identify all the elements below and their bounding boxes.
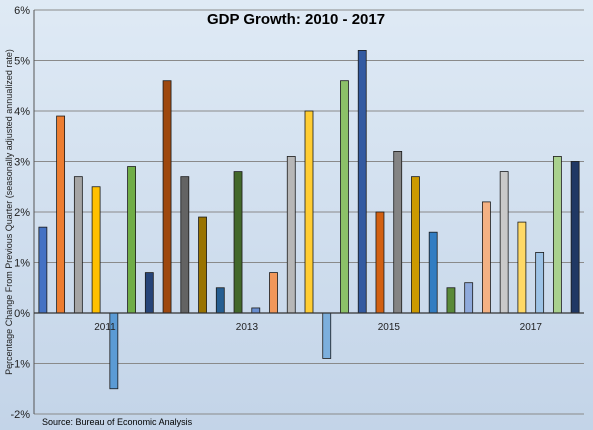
bar [411,176,420,314]
bar [446,287,456,314]
x-year-label: 2011 [94,322,116,333]
y-tick-label: -1% [10,359,30,371]
bar [162,80,172,314]
bar [340,80,349,314]
x-year-label: 2017 [520,322,543,333]
bar [233,171,243,314]
bar [73,176,83,314]
bar [198,216,207,314]
y-tick-label: 5% [14,56,30,68]
bar [570,161,580,314]
x-year-label: 2013 [236,322,259,333]
y-tick-label: -2% [10,409,30,421]
bar [375,211,385,314]
bar [517,221,527,314]
bar [393,150,403,314]
source-note: Source: Bureau of Economic Analysis [42,417,193,427]
bar [428,231,438,314]
y-tick-label: 1% [14,258,30,270]
y-tick-label: 2% [14,207,30,219]
bar [322,312,332,359]
bar [215,287,225,314]
bar [464,282,474,314]
bar [127,166,136,314]
chart-title: GDP Growth: 2010 - 2017 [207,11,385,28]
bar [56,115,66,314]
bar [535,251,545,314]
axes: -2% -1% 0% 1% 2% 3% 4% 5% 6% 2011 2013 2015 2017 [10,5,584,421]
bars [38,50,580,390]
y-tick-label: 4% [14,106,30,118]
bar [552,156,562,314]
bar [251,307,261,314]
bar [286,156,296,314]
bar [144,272,154,314]
bar [38,226,48,314]
bar [91,186,101,314]
bar [269,272,278,314]
y-tick-label: 3% [14,157,30,169]
bar [304,110,314,314]
bar [499,171,509,314]
y-axis-title: Percentage Change From Previous Quarter … [4,49,14,375]
bar [357,50,367,314]
x-year-label: 2015 [378,322,401,333]
y-tick-label: 0% [14,308,30,320]
bar [482,201,491,314]
y-tick-label: 6% [14,5,30,17]
bar [180,176,190,314]
